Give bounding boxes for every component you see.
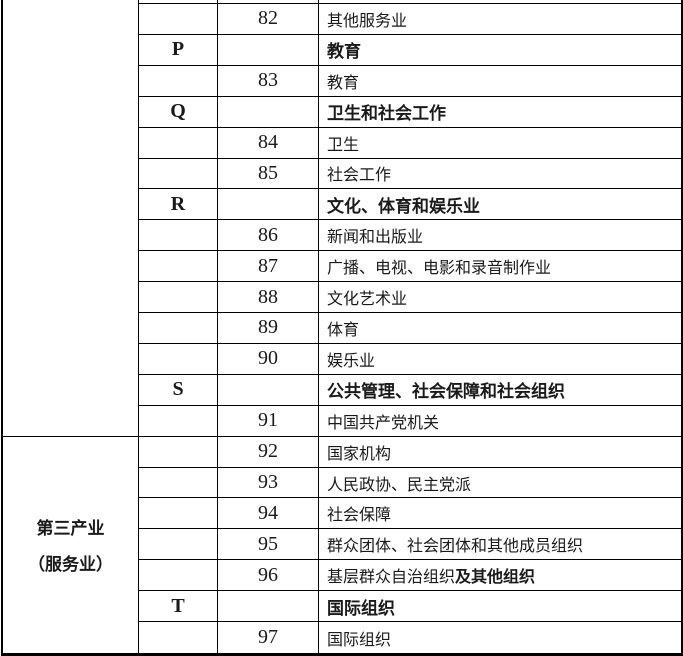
row-code-cell [218,591,319,623]
row-letter-cell [139,560,218,592]
row-code-cell: 84 [218,127,319,159]
table-top-sliver-cell [319,0,681,4]
row-name-text: 国际组织 [327,598,395,618]
row-name-cell: 国际组织 [319,591,681,623]
row-letter-cell: R [139,189,218,221]
row-name-cell: 教育 [319,35,681,66]
row-code-cell: 92 [218,436,319,468]
row-name-text: 社会工作 [327,167,392,185]
row-name-cell: 群众团体、社会团体和其他成员组织 [319,529,681,561]
row-letter-cell: P [139,34,218,66]
row-code-cell: 85 [218,158,319,190]
row-letter-cell [139,436,218,468]
category-cell-empty [3,0,139,437]
row-letter-cell [139,405,218,437]
row-name-cell: 文化艺术业 [319,282,681,314]
row-code-cell: 82 [218,4,319,35]
row-name-cell: 娱乐业 [319,344,681,375]
row-code-cell: 86 [218,220,319,252]
row-code-cell: 91 [218,405,319,437]
row-letter-cell [139,158,218,190]
row-letter-cell [139,622,218,653]
row-letter-cell [139,127,218,159]
row-name-cell: 教育 [319,66,681,97]
row-name-text: 中国共产党机关 [327,414,440,432]
row-code-cell: 93 [218,467,319,499]
row-letter-cell [139,498,218,530]
row-letter-cell: Q [139,96,218,128]
row-name-text: 文化、体育和娱乐业 [327,196,480,216]
category-label-line2: （服务业） [28,555,113,575]
row-name-text: 国家机构 [327,445,392,463]
row-name-cell: 卫生 [319,128,681,159]
row-code-cell: 95 [218,529,319,561]
row-name-text: 人民政协、民主党派 [327,476,472,494]
row-letter-cell [139,343,218,375]
row-letter-cell [139,220,218,252]
row-name-cell: 其他服务业 [319,4,681,35]
row-code-cell: 96 [218,560,319,592]
category-cell-tertiary-industry: 第三产业 （服务业） [3,436,139,653]
row-name-text: 教育 [327,42,361,62]
row-name-text: 卫生 [327,136,360,154]
row-name-bold-text: 及其他组织 [455,569,536,587]
row-name-text: 群众团体、社会团体和其他成员组织 [327,538,584,556]
row-name-cell: 新闻和出版业 [319,220,681,252]
row-name-cell: 社会保障 [319,498,681,530]
row-name-cell: 国家机构 [319,437,681,468]
row-letter-cell [139,251,218,283]
row-code-cell [218,374,319,406]
row-name-cell: 体育 [319,313,681,344]
row-letter-cell [139,467,218,499]
row-name-text: 教育 [327,74,360,92]
row-code-cell: 90 [218,343,319,375]
row-name-text: 公共管理、社会保障和社会组织 [327,382,565,402]
row-code-cell: 83 [218,65,319,97]
row-code-cell [218,34,319,66]
row-letter-cell [139,313,218,344]
row-code-cell: 87 [218,251,319,283]
row-name-cell: 中国共产党机关 [319,406,681,437]
row-code-cell [218,96,319,128]
row-name-text: 基层群众自治组织 [327,569,456,587]
row-name-cell: 广播、电视、电影和录音制作业 [319,251,681,283]
row-code-cell: 97 [218,622,319,653]
row-letter-cell [139,65,218,97]
row-name-cell: 文化、体育和娱乐业 [319,189,681,221]
row-name-cell: 社会工作 [319,159,681,190]
row-name-text: 国际组织 [327,631,392,649]
row-name-cell: 国际组织 [319,622,681,653]
row-letter-cell: S [139,374,218,406]
category-label-line1: 第三产业 [36,519,105,539]
row-name-text: 新闻和出版业 [327,229,424,247]
row-name-text: 文化艺术业 [327,291,408,309]
row-code-cell [218,189,319,221]
row-name-cell: 基层群众自治组织 及其他组织 [319,560,681,592]
row-letter-cell: T [139,591,218,623]
row-code-cell: 94 [218,498,319,530]
table-top-sliver-cell [218,0,319,4]
row-name-text: 体育 [327,321,360,339]
row-letter-cell [139,282,218,314]
table-top-sliver-cell [139,0,218,4]
row-name-text: 娱乐业 [327,352,376,370]
row-name-cell: 卫生和社会工作 [319,97,681,128]
row-letter-cell [139,529,218,561]
row-letter-cell [139,4,218,35]
row-name-text: 其他服务业 [327,12,408,30]
row-name-text: 社会保障 [327,507,392,525]
row-name-cell: 公共管理、社会保障和社会组织 [319,375,681,406]
row-name-text: 广播、电视、电影和录音制作业 [327,260,552,278]
row-name-cell: 人民政协、民主党派 [319,468,681,499]
row-code-cell: 88 [218,282,319,314]
row-code-cell: 89 [218,313,319,344]
row-name-text: 卫生和社会工作 [327,104,446,124]
